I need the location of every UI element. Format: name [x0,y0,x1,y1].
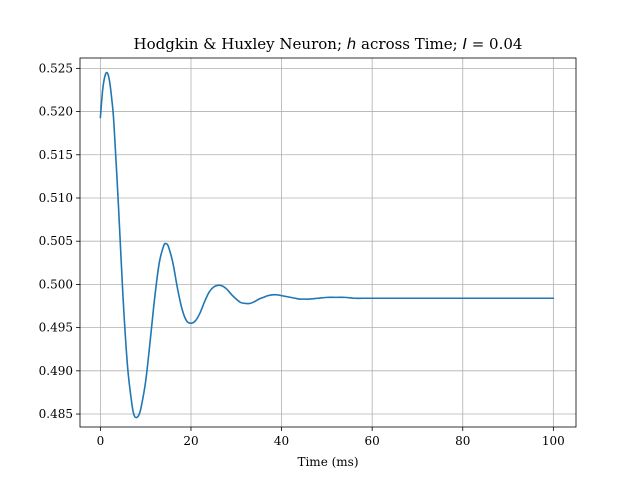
y-tick-label: 0.520 [39,105,73,119]
chart-title: Hodgkin & Huxley Neuron; h across Time; … [134,35,523,53]
title-parameter: I [462,35,467,53]
plot-frame [79,57,577,428]
x-tick-label: 60 [365,434,380,448]
x-axis-label: Time (ms) [297,455,358,469]
title-suffix: = 0.04 [467,35,523,53]
y-axis: 0.485 0.490 0.495 0.500 0.505 0.510 0.515 0.520… [39,61,80,421]
y-tick-label: 0.485 [39,407,73,421]
x-tick-label: 40 [274,434,289,448]
series-layer [99,71,555,419]
title-variable: h [347,35,357,53]
grid [80,58,576,427]
x-tick-label: 100 [542,434,565,448]
x-tick-label: 20 [183,434,198,448]
x-tick-label: 0 [97,434,105,448]
y-tick-label: 0.515 [39,148,73,162]
y-tick-label: 0.500 [39,277,73,291]
series-line-h [99,71,555,419]
title-middle: across Time; [356,35,462,53]
x-axis: 0 20 40 60 80 100 [97,427,565,448]
y-tick-label: 0.525 [39,61,73,75]
y-tick-label: 0.505 [39,234,73,248]
x-tick-label: 80 [455,434,470,448]
y-tick-label: 0.510 [39,191,73,205]
y-tick-label: 0.495 [39,321,73,335]
title-prefix: Hodgkin & Huxley Neuron; [134,35,347,53]
y-tick-label: 0.490 [39,364,73,378]
